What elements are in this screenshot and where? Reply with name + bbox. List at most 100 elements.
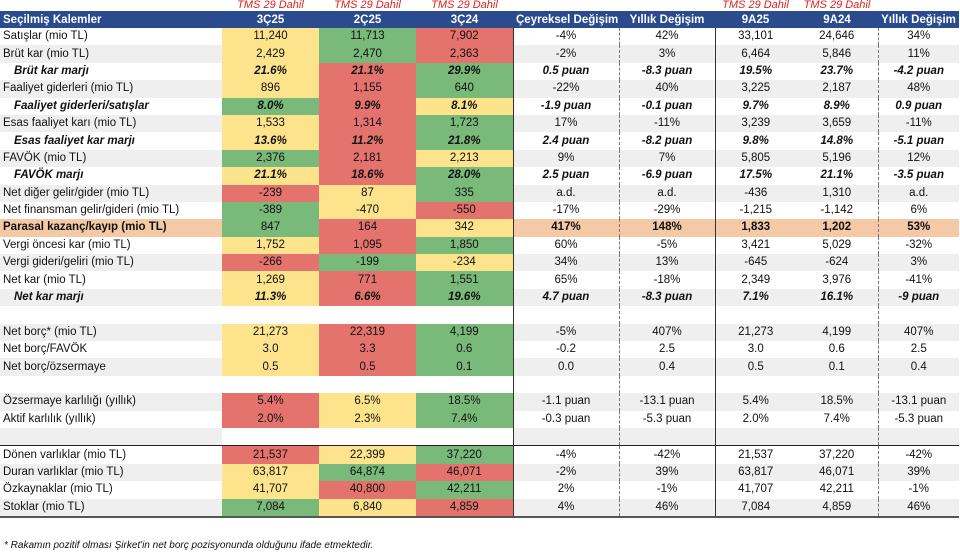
value-3q24 <box>416 376 513 393</box>
yearly-change: -8.2 puan <box>618 132 715 150</box>
nine-month-yearly-change: -1% <box>877 481 959 499</box>
row-label: Net borç/özsermaye <box>0 358 222 376</box>
value-9a24: 8.9% <box>823 99 850 112</box>
value-2q25: 0.5 <box>319 358 416 376</box>
table-row: Esas faaliyet karı (mio TL) 1,533 1,314 1,7… <box>0 114 959 133</box>
value-3q25: 847 <box>222 219 319 237</box>
value-3q24: -234 <box>416 254 513 272</box>
value-9a25: 21,537 <box>714 445 796 464</box>
value-9a25: 9.7% <box>714 97 796 115</box>
value-9a24: 5,029 <box>822 238 852 251</box>
value-3q25: 2.0% <box>222 410 319 428</box>
value-9a25: -645 <box>714 254 796 272</box>
yearly-change: 7% <box>618 149 715 168</box>
value-9a25: 9.8% <box>714 132 796 150</box>
table-row: Satışlar (mio TL) 11,240 11,713 7,902 -4% 42%… <box>0 28 959 46</box>
row-label: Esas faaliyet kar marjı <box>14 134 135 147</box>
header-quarterly-change: Çeyreksel Değişim <box>513 11 619 28</box>
value-9a24: 2,187 <box>796 80 878 98</box>
value-9a24 <box>796 306 878 323</box>
value-3q24: -550 <box>416 201 513 220</box>
yearly-change: -18% <box>618 271 715 289</box>
nine-month-yearly-change: -41% <box>877 271 959 289</box>
value-9a25: 1,833 <box>714 219 796 237</box>
quarterly-change: 65% <box>512 271 619 289</box>
header-3q24: 3Ç24 <box>416 11 513 28</box>
nine-month-yearly-change: 12% <box>877 149 959 168</box>
value-3q24: 19.6% <box>416 288 513 307</box>
value-3q24: 7.4% <box>416 410 513 428</box>
quarterly-change: a.d. <box>512 184 619 202</box>
nine-month-yearly-change: -3.5 puan <box>877 167 959 185</box>
value-2q25: 771 <box>319 271 416 289</box>
row-label: Faaliyet giderleri (mio TL) <box>0 80 222 98</box>
table-row: Özsermaye karlılığı (yıllık) 5.4% 6.5% 18.5… <box>0 393 959 411</box>
value-3q24: 18.5% <box>416 393 513 411</box>
value-2q25: 1,314 <box>319 114 416 133</box>
yearly-change: -8.3 puan <box>618 288 715 307</box>
table-row: Net borç* (mio TL) 21,273 22,319 4,199 -5% 40… <box>0 323 959 342</box>
quarterly-change: 0.5 puan <box>512 62 619 81</box>
yearly-change: 3% <box>618 45 715 63</box>
value-9a25: 3.0 <box>714 341 796 359</box>
nine-month-yearly-change: 0.9 puan <box>877 97 959 115</box>
row-label: Net borç/FAVÖK <box>3 343 88 356</box>
value-9a25: 3,225 <box>714 80 796 98</box>
value-3q25: 8.0% <box>222 97 319 115</box>
quarterly-change: 417% <box>512 219 619 237</box>
table-row: Net borç/FAVÖK 3.0 3.3 0.6 -0.2 2.5 3.0 0.6 2.5 <box>0 341 959 359</box>
value-9a25: 3,421 <box>714 236 796 255</box>
value-2q25: 22,319 <box>319 323 416 342</box>
value-9a24: 14.8% <box>820 134 854 147</box>
value-9a24: 18.5% <box>796 393 878 411</box>
value-2q25: 2,181 <box>319 149 416 168</box>
value-2q25: 6.5% <box>319 393 416 411</box>
value-3q25: 21,537 <box>222 445 319 464</box>
table-row: FAVÖK marjı 21.1% 18.6% 28.0% 2.5 puan -6.9 p… <box>0 167 959 185</box>
row-label <box>0 427 222 446</box>
value-2q25 <box>319 428 416 446</box>
row-label: Özkaynaklar (mio TL) <box>3 483 113 496</box>
value-9a24: 1,202 <box>796 219 878 237</box>
value-9a24: 5,846 <box>796 45 878 63</box>
row-label: Net borç* (mio TL) <box>0 323 222 342</box>
table-row: Esas faaliyet kar marjı 13.6% 11.2% 21.8% 2.… <box>0 132 959 150</box>
value-9a25: 5,805 <box>714 149 796 168</box>
table-row: Parasal kazanç/kayıp (mio TL) 847 164 342 41… <box>0 219 959 237</box>
value-3q25: -266 <box>222 254 319 272</box>
value-3q24 <box>416 428 513 446</box>
row-label: Duran varlıklar (mio TL) <box>0 463 222 482</box>
row-label <box>0 376 222 393</box>
table-row: Aktif karlılık (yıllık) 2.0% 2.3% 7.4% -0.3 … <box>0 410 959 428</box>
table-row: Vergi öncesi kar (mio TL) 1,752 1,095 1,850… <box>0 236 959 255</box>
value-3q24: 21.8% <box>416 132 513 150</box>
nine-month-yearly-change: 2.5 <box>877 341 959 359</box>
row-label: Aktif karlılık (yıllık) <box>3 412 96 425</box>
value-3q25: 21.1% <box>222 167 319 185</box>
value-3q24: 2,213 <box>416 149 513 168</box>
row-label: FAVÖK marjı <box>14 169 84 182</box>
value-9a24: 23.7% <box>820 64 854 77</box>
quarterly-change: -4% <box>512 28 619 46</box>
value-9a25 <box>714 306 796 324</box>
value-2q25: 3.3 <box>319 341 416 359</box>
yearly-change: 0.4 <box>618 358 715 376</box>
quarterly-change: -17% <box>512 201 619 220</box>
nine-month-yearly-change: 39% <box>877 463 959 482</box>
header-row: Seçilmiş Kalemler 3Ç25 2Ç25 3Ç24 Çeyreks… <box>0 11 959 28</box>
value-9a24: 0.6 <box>828 343 845 356</box>
value-3q24: 640 <box>416 80 513 98</box>
quarterly-change: -0.2 <box>512 341 619 359</box>
quarterly-change: 17% <box>512 114 619 133</box>
value-3q24: 29.9% <box>416 62 513 81</box>
quarterly-change: -2% <box>512 45 619 63</box>
table-row: Net diğer gelir/gider (mio TL) -239 87 335 a… <box>0 184 959 202</box>
value-2q25: 1,155 <box>319 80 416 98</box>
row-label: FAVÖK (mio TL) <box>0 149 222 168</box>
spacer-row <box>0 427 959 446</box>
row-label: Satışlar (mio TL) <box>3 30 88 43</box>
table-row: Özkaynaklar (mio TL) 41,707 40,800 42,211 2%… <box>0 481 959 499</box>
value-3q25: 2,429 <box>222 45 319 63</box>
value-9a25: 2,349 <box>714 271 796 289</box>
quarterly-change: 34% <box>512 254 619 272</box>
